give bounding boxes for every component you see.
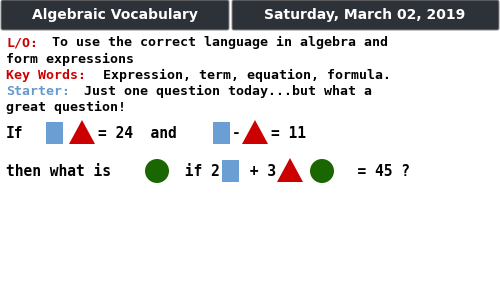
Text: Key Words:: Key Words: — [6, 69, 86, 82]
FancyBboxPatch shape — [232, 0, 499, 30]
Text: -: - — [232, 126, 241, 140]
Text: Saturday, March 02, 2019: Saturday, March 02, 2019 — [264, 8, 466, 22]
Text: Expression, term, equation, formula.: Expression, term, equation, formula. — [95, 69, 391, 82]
Text: form expressions: form expressions — [6, 53, 134, 66]
Polygon shape — [242, 120, 268, 144]
Text: = 24  and: = 24 and — [98, 126, 177, 140]
Text: + 3: + 3 — [241, 164, 276, 178]
Text: L/O:: L/O: — [6, 36, 38, 49]
Bar — [213, 122, 230, 144]
Text: = 45 ?: = 45 ? — [340, 164, 410, 178]
FancyBboxPatch shape — [1, 0, 229, 30]
Polygon shape — [69, 120, 95, 144]
Polygon shape — [277, 158, 303, 182]
Text: if 2: if 2 — [176, 164, 220, 178]
Text: = 11: = 11 — [271, 126, 306, 140]
Text: To use the correct language in algebra and: To use the correct language in algebra a… — [44, 36, 388, 49]
Ellipse shape — [145, 159, 169, 183]
Text: Algebraic Vocabulary: Algebraic Vocabulary — [32, 8, 198, 22]
Bar — [222, 160, 239, 182]
Bar — [46, 122, 63, 144]
Text: then what is: then what is — [6, 164, 111, 178]
Text: Just one question today...but what a: Just one question today...but what a — [68, 85, 372, 98]
Text: great question!: great question! — [6, 101, 126, 114]
Text: Starter:: Starter: — [6, 85, 70, 98]
Ellipse shape — [310, 159, 334, 183]
Text: If: If — [6, 126, 24, 140]
